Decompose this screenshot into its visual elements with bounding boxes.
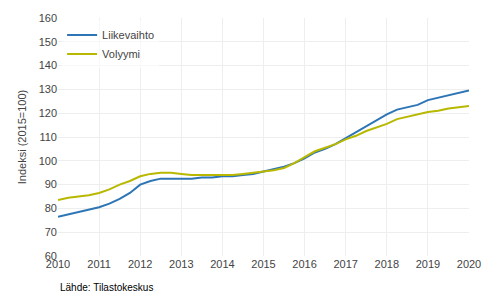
svg-text:Liikevaihto: Liikevaihto: [102, 29, 154, 41]
svg-text:160: 160: [39, 12, 57, 24]
svg-text:2020: 2020: [457, 258, 481, 270]
svg-text:2011: 2011: [87, 258, 111, 270]
svg-text:80: 80: [45, 202, 57, 214]
svg-text:2016: 2016: [292, 258, 316, 270]
svg-text:120: 120: [39, 107, 57, 119]
svg-text:130: 130: [39, 83, 57, 95]
svg-text:70: 70: [45, 226, 57, 238]
svg-text:60: 60: [45, 250, 57, 262]
svg-text:Volyymi: Volyymi: [102, 48, 140, 60]
svg-text:2014: 2014: [210, 258, 234, 270]
svg-text:150: 150: [39, 36, 57, 48]
svg-text:100: 100: [39, 155, 57, 167]
svg-text:2013: 2013: [169, 258, 193, 270]
svg-text:90: 90: [45, 178, 57, 190]
svg-text:2012: 2012: [128, 258, 152, 270]
svg-text:Indeksi (2015=100): Indeksi (2015=100): [16, 90, 28, 184]
svg-text:2018: 2018: [375, 258, 399, 270]
svg-text:2019: 2019: [416, 258, 440, 270]
svg-text:140: 140: [39, 59, 57, 71]
svg-text:2010: 2010: [46, 258, 70, 270]
svg-text:2015: 2015: [251, 258, 275, 270]
svg-text:2017: 2017: [333, 258, 357, 270]
svg-text:110: 110: [39, 131, 57, 143]
svg-text:Lähde: Tilastokeskus: Lähde: Tilastokeskus: [60, 282, 153, 293]
